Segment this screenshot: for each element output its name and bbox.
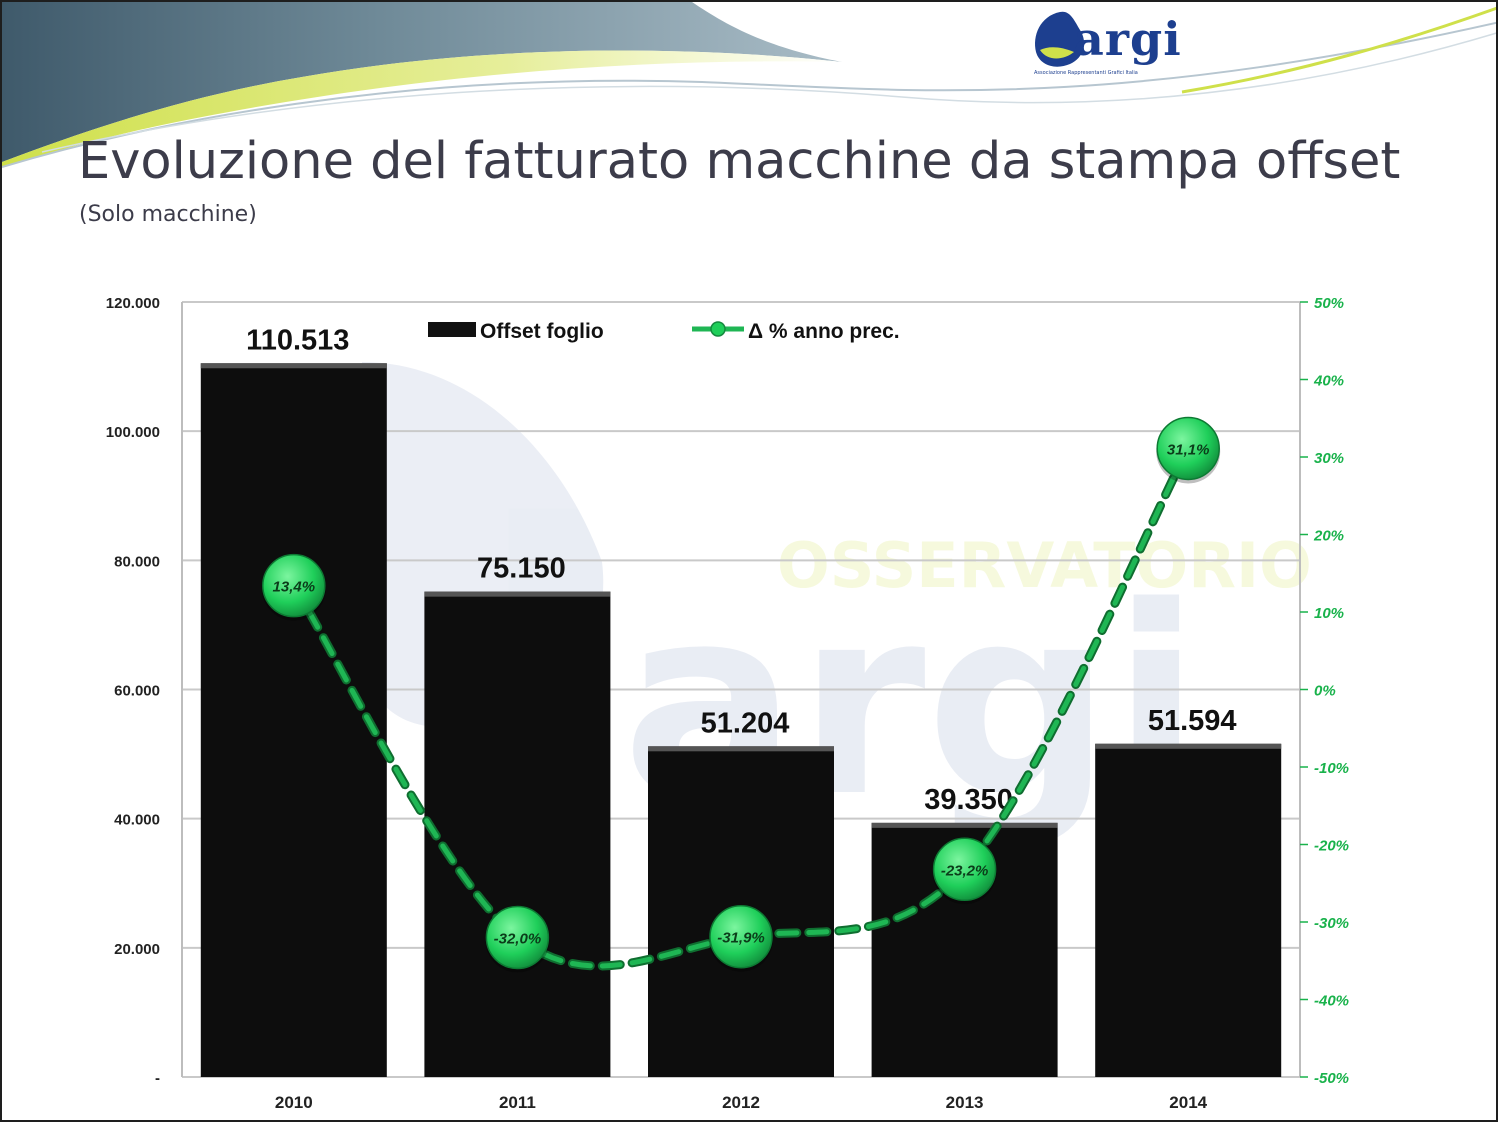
x-tick-label: 2012: [722, 1093, 760, 1112]
page-title: Evoluzione del fatturato macchine da sta…: [78, 132, 1401, 191]
argi-logo: argi Associazione Rappresentanti Grafici…: [1030, 6, 1200, 92]
watermark-text: OSSERVATORIO: [777, 529, 1312, 602]
delta-marker: [262, 553, 326, 618]
header-decoration: [2, 2, 1496, 168]
y-right-tick-label: 20%: [1313, 528, 1344, 545]
y-left-tick-labels: - 20.000 40.000 60.000 80.000 100.000 120.000: [106, 295, 160, 1087]
y-right-tick-label: -40%: [1314, 993, 1349, 1010]
logo-word: argi: [1074, 12, 1182, 66]
x-tick-label: 2013: [946, 1093, 984, 1112]
y-right-tick-label: 10%: [1314, 605, 1344, 622]
bar-top-highlight: [424, 591, 611, 597]
bar-labels: 110.513 75.150 51.204 39.350 51.594: [246, 324, 1236, 816]
y-left-tick-label: -: [155, 1070, 160, 1087]
delta-marker: [932, 837, 997, 902]
y-left-tick-label: 120.000: [106, 295, 160, 312]
bar: [424, 591, 611, 1077]
y-left-tick-label: 80.000: [114, 553, 160, 570]
y-right-tick-label: 0%: [1314, 683, 1336, 700]
y-right-tick-label: -50%: [1314, 1070, 1349, 1087]
bar-value-label: 51.594: [1148, 705, 1237, 737]
bar-top-highlight: [871, 822, 1058, 828]
x-tick-label: 2010: [275, 1093, 313, 1112]
axes: [181, 301, 1308, 1078]
delta-value-label: -23,2%: [941, 862, 989, 879]
x-tick-labels: 2010 2011 2012 2013 2014: [275, 1093, 1208, 1112]
bar-top-highlight: [1095, 743, 1282, 749]
bar: [200, 363, 387, 1077]
y-right-tick-label: 40%: [1313, 373, 1344, 390]
delta-value-label: -31,9%: [717, 930, 765, 947]
x-tick-label: 2014: [1169, 1093, 1207, 1112]
delta-value-label: 13,4%: [273, 579, 316, 596]
delta-markers: 13,4% -32,0% -31,9% -23,2% 31,1%: [261, 416, 1221, 973]
bar: [1095, 743, 1282, 1077]
bar-value-label: 110.513: [246, 324, 349, 356]
delta-value-label: -32,0%: [494, 931, 542, 948]
legend-line-label: Δ % anno prec.: [748, 320, 900, 343]
y-left-tick-label: 20.000: [114, 941, 160, 958]
bar-value-label: 39.350: [924, 784, 1013, 816]
bar-top-highlight: [200, 363, 387, 369]
y-left-tick-label: 100.000: [106, 424, 160, 441]
y-right-tick-labels: -50% -40% -30% -20% -10% 0% 10% 20% 30% 40% 50%: [1313, 295, 1349, 1087]
y-left-tick-label: 40.000: [114, 812, 160, 829]
delta-marker: [1156, 416, 1220, 481]
delta-marker: [485, 905, 550, 970]
legend: Offset foglio Δ % anno prec.: [428, 320, 900, 343]
legend-bar-swatch: [428, 322, 476, 337]
y-right-tick-label: -10%: [1314, 760, 1349, 777]
y-left-tick-label: 60.000: [114, 683, 160, 700]
y-right-tick-label: -30%: [1314, 915, 1349, 932]
bar-value-label: 51.204: [701, 707, 790, 739]
bar-value-label: 75.150: [477, 553, 566, 585]
legend-bar-label: Offset foglio: [480, 320, 604, 343]
x-tick-label: 2011: [499, 1093, 536, 1112]
bars: [200, 363, 1282, 1077]
logo-mark-icon: [1035, 11, 1085, 67]
delta-marker: [709, 904, 773, 969]
bar-top-highlight: [648, 746, 834, 752]
delta-value-label: 31,1%: [1167, 441, 1210, 458]
delta-line-path: [291, 445, 1191, 969]
legend-marker-swatch: [710, 321, 726, 337]
y-right-tick-label: 50%: [1314, 295, 1344, 312]
y-right-tick-label: 30%: [1314, 450, 1344, 467]
logo-tagline: Associazione Rappresentanti Grafici Ital…: [1034, 70, 1138, 76]
page-subtitle: (Solo macchine): [79, 202, 257, 227]
y-right-tick-label: -20%: [1314, 838, 1349, 855]
